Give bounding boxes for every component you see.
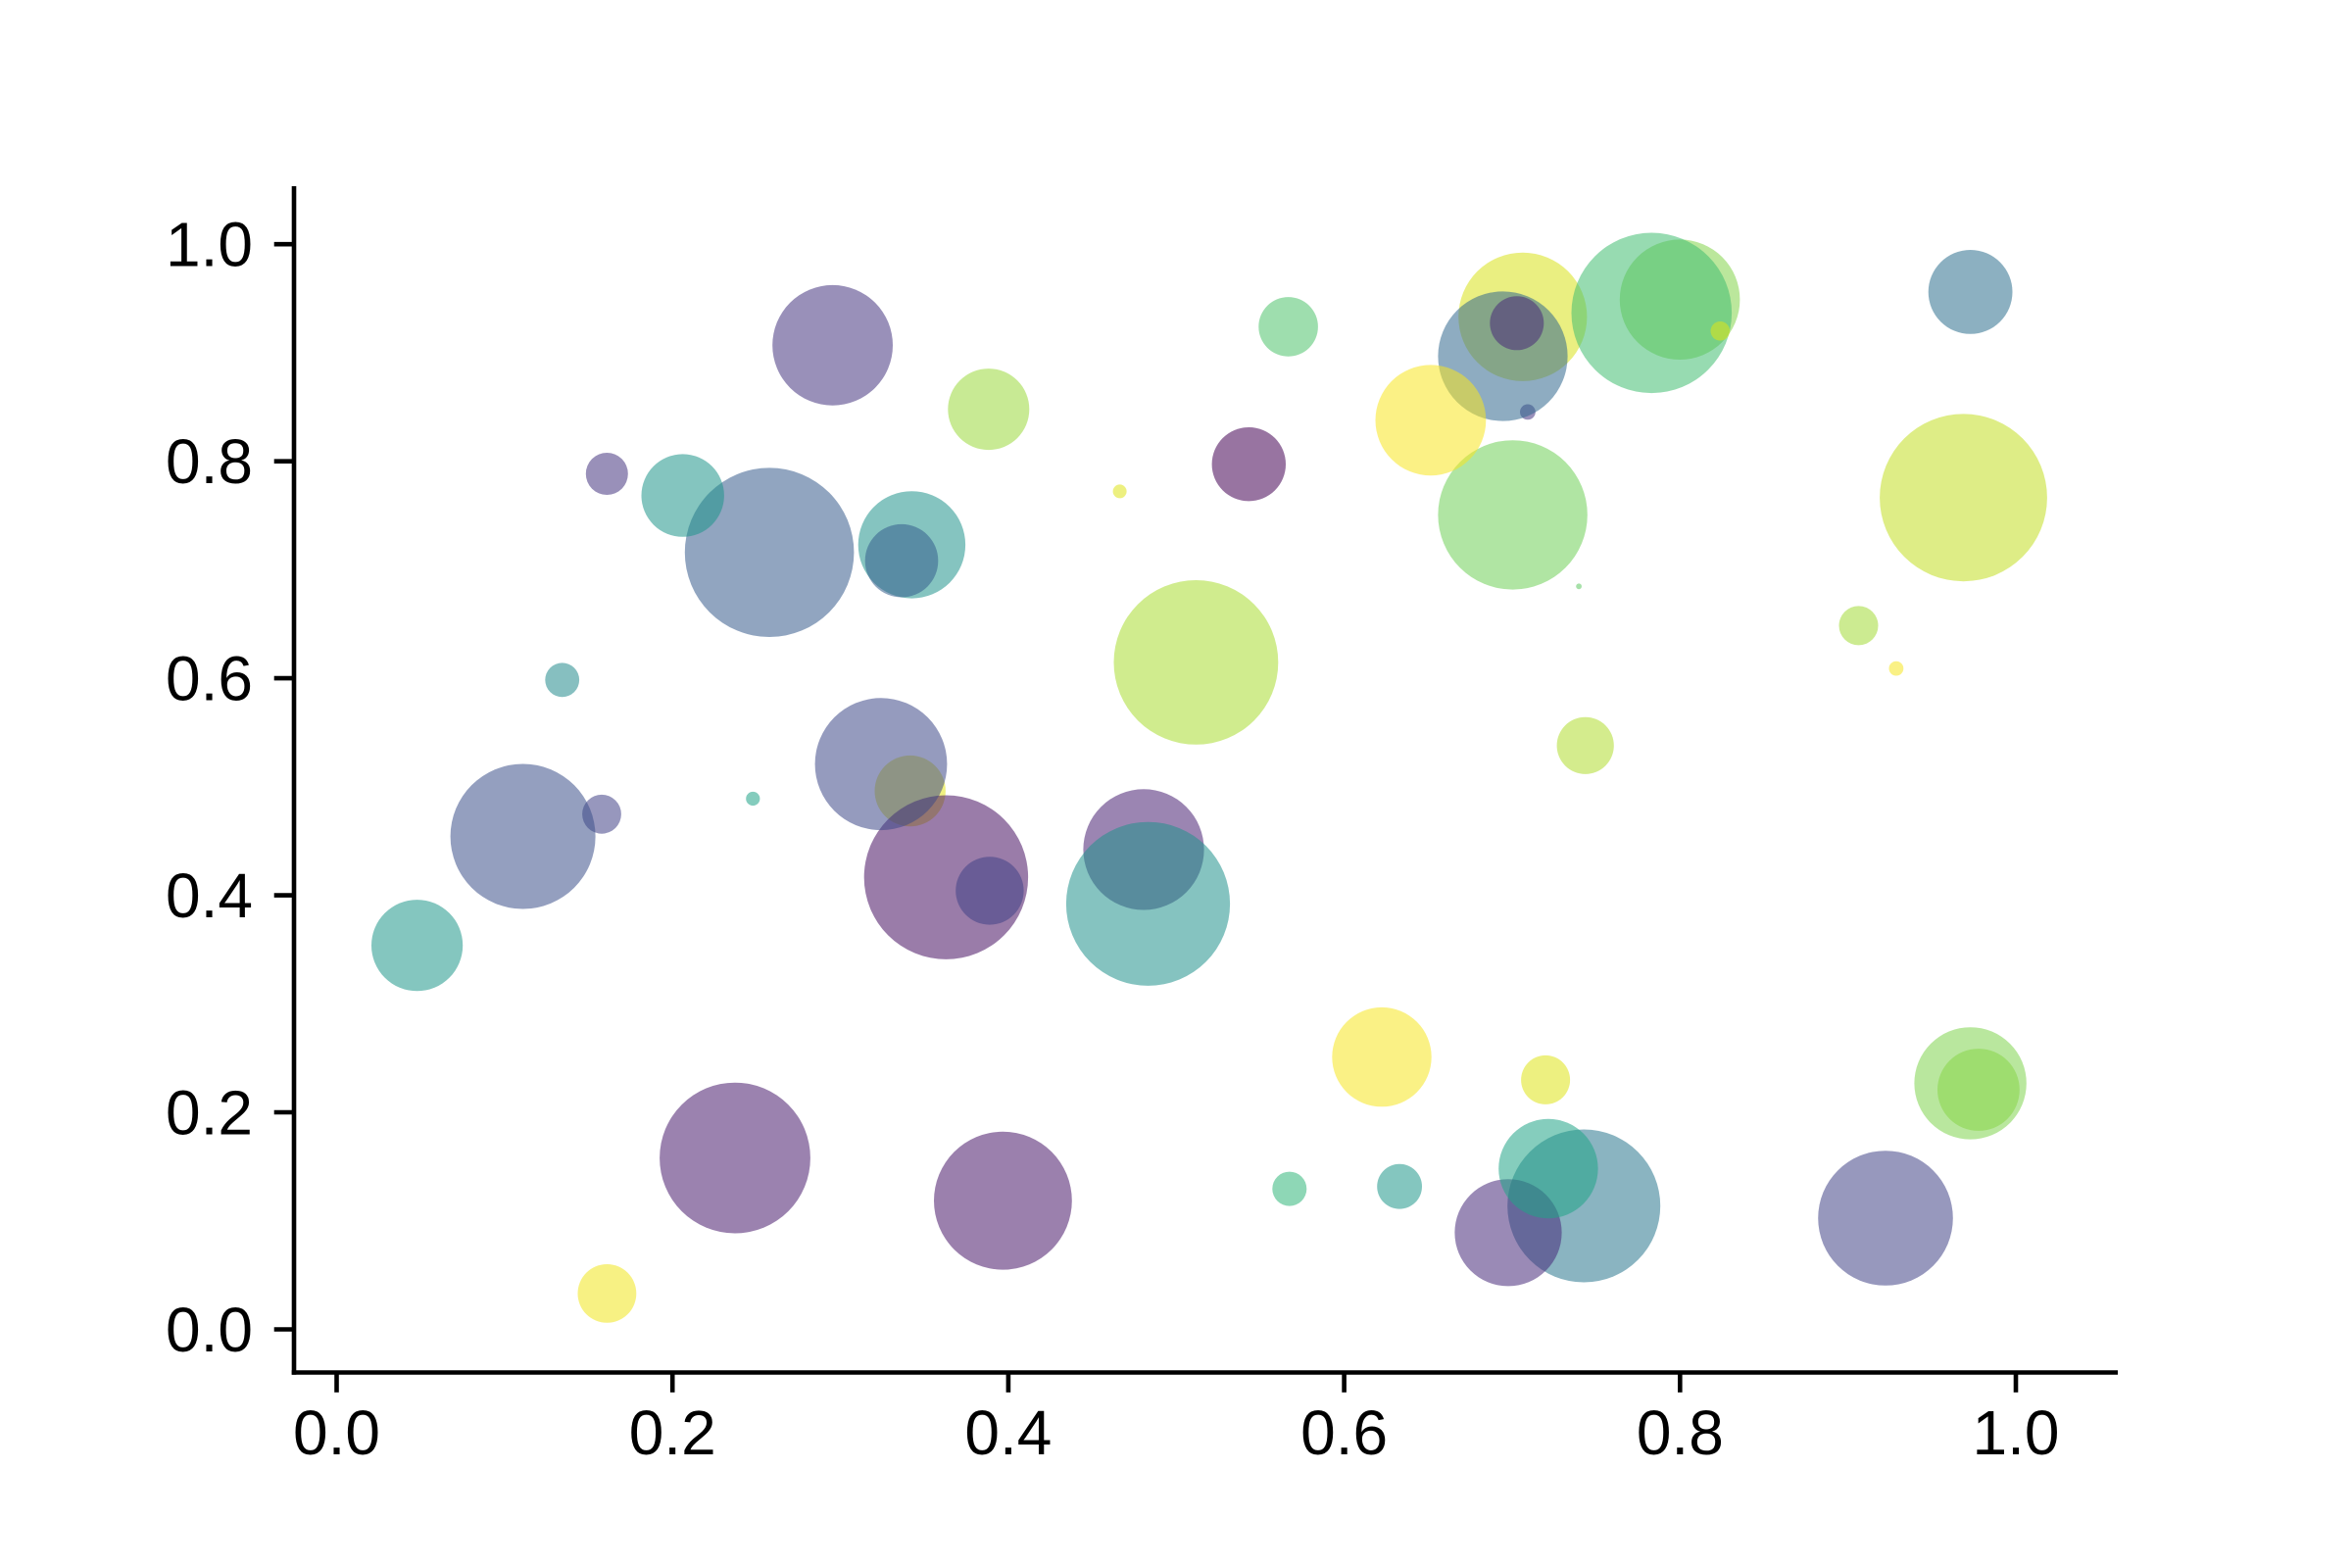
svg-text:0.0: 0.0 bbox=[166, 1295, 253, 1365]
svg-text:0.2: 0.2 bbox=[629, 1397, 716, 1468]
svg-text:0.8: 0.8 bbox=[1637, 1397, 1724, 1468]
svg-text:0.6: 0.6 bbox=[1300, 1397, 1388, 1468]
svg-text:0.6: 0.6 bbox=[166, 644, 253, 714]
svg-text:0.2: 0.2 bbox=[166, 1078, 253, 1149]
svg-text:1.0: 1.0 bbox=[166, 210, 253, 280]
svg-text:1.0: 1.0 bbox=[1973, 1397, 2060, 1468]
svg-text:0.8: 0.8 bbox=[166, 426, 253, 497]
svg-text:0.4: 0.4 bbox=[964, 1397, 1052, 1468]
svg-text:0.4: 0.4 bbox=[166, 860, 253, 931]
svg-text:0.0: 0.0 bbox=[293, 1397, 380, 1468]
